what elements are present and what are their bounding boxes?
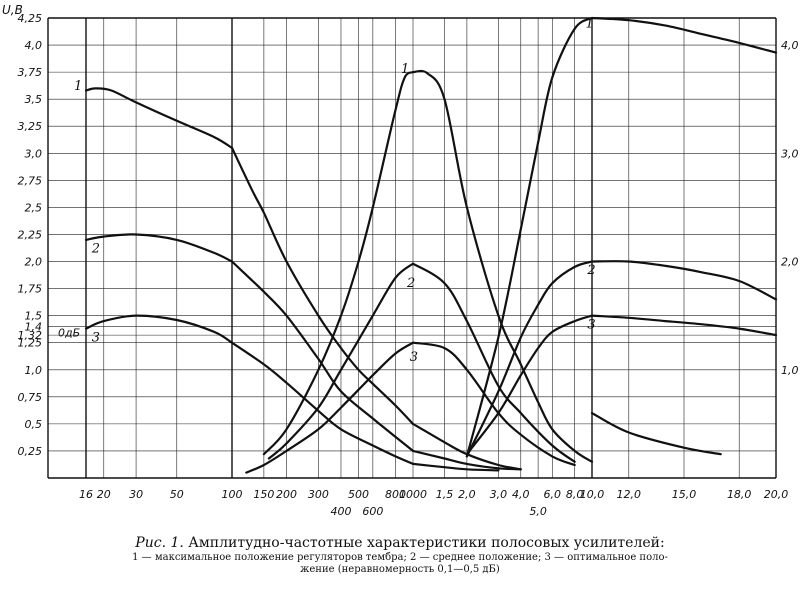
x-tick-label: 20,0	[764, 488, 789, 501]
x-tick-label: 5,0	[529, 505, 547, 518]
y-right-tick-label: 1,0	[781, 364, 799, 377]
figure-caption: Рис. 1. Амплитудно-частотные характерист…	[0, 534, 800, 576]
x-tick-label: 400	[330, 505, 351, 518]
x-tick-label: 20	[97, 488, 111, 501]
y-tick-label: 1,5	[25, 310, 43, 323]
curves	[84, 16, 778, 474]
curve-label-2: 2	[406, 276, 415, 291]
curve-label-2: 2	[586, 263, 595, 278]
caption-note-line1: 1 — максимальное положение регуляторов т…	[132, 552, 668, 563]
series-line-2	[590, 260, 778, 301]
x-tick-label: 1000	[399, 488, 427, 501]
y-tick-label: 2,5	[25, 201, 43, 214]
x-tick-label: 150	[253, 488, 274, 501]
curve-label-1: 1	[401, 62, 409, 77]
x-tick-label: 10,0	[580, 488, 605, 501]
x-tick-label: 12,0	[617, 488, 642, 501]
series-line-1	[84, 87, 234, 149]
curve-label-3: 3	[587, 317, 595, 332]
tick-labels: 4,25 4,0 3,75 3,5 3,25 3,0 2,75 2,5 2,25 2,0 1,75 1…	[2, 3, 799, 518]
series-line-3	[411, 341, 576, 467]
y-tick-label: 1,32	[18, 329, 43, 342]
x-tick-label: 800	[385, 488, 406, 501]
x-tick-label: 300	[308, 488, 329, 501]
series-line-2	[267, 262, 415, 460]
y-right-tick-label: 3,0	[781, 147, 799, 160]
series-line-1	[465, 16, 594, 458]
curve-label-2: 2	[91, 242, 100, 257]
y-tick-label: 0,75	[18, 391, 43, 404]
x-tick-label: 600	[362, 505, 383, 518]
x-tick-label: 6,0	[544, 488, 562, 501]
x-tick-label: 3,0	[490, 488, 508, 501]
x-tick-label: 15,0	[672, 488, 697, 501]
y-tick-label: 1,25	[18, 337, 43, 350]
y-tick-label: 3,0	[25, 147, 43, 160]
series-line-3	[465, 314, 594, 456]
y-tick-label: 0,25	[18, 445, 43, 458]
x-tick-label: 200	[276, 488, 297, 501]
series-line-2	[230, 260, 415, 452]
y-tick-label: 2,25	[18, 228, 43, 241]
caption-title-line: Рис. 1. Амплитудно-частотные характерист…	[0, 534, 800, 552]
x-tick-label: 1,5	[436, 488, 454, 501]
x-tick-label: 4,0	[512, 488, 530, 501]
curve-label-1: 1	[586, 16, 594, 31]
y-tick-label: 3,5	[25, 93, 43, 106]
series-line-3	[411, 462, 500, 472]
y-right-tick-label: 4,0	[781, 39, 799, 52]
y-tick-label: 4,25	[18, 12, 43, 25]
db-marker-label: 0дБ	[58, 326, 80, 339]
y-tick-label: 3,25	[18, 120, 43, 133]
x-tick-label: 100	[222, 488, 243, 501]
series-line-1	[411, 69, 594, 463]
series-line-1	[262, 71, 415, 456]
y-tick-label: 4,0	[25, 39, 43, 52]
y-tick-label: 1,0	[25, 364, 43, 377]
series-line-3	[84, 314, 234, 344]
grid	[47, 17, 777, 479]
series-line-2	[411, 262, 576, 463]
x-tick-label: 16	[79, 488, 93, 501]
x-tick-label: 500	[348, 488, 369, 501]
y-tick-label: 0,5	[25, 418, 43, 431]
series-line-3	[230, 341, 415, 465]
frequency-response-chart: 4,25 4,0 3,75 3,5 3,25 3,0 2,75 2,5 2,25 2,0 1,75 1…	[2, 3, 799, 518]
series-line-2	[465, 260, 594, 458]
caption-title: Амплитудно-частотные характеристики поло…	[188, 535, 665, 551]
x-tick-label: 2,0	[458, 488, 476, 501]
x-tick-label: 18,0	[727, 488, 752, 501]
y-tick-label: 2,0	[25, 256, 43, 269]
y-tick-label-special: 1,4	[25, 320, 43, 333]
caption-note-line2: жение (неравномерность 0,1—0,5 дБ)	[300, 564, 500, 575]
x-tick-label: 8,0	[566, 488, 584, 501]
curve-label-1: 1	[74, 79, 82, 94]
series-line-3	[590, 314, 778, 337]
x-tick-label: 30	[129, 488, 143, 501]
curve-label-3: 3	[410, 350, 418, 365]
curve-labels: 1 2 3 1 2 3 1 2 3	[74, 16, 596, 364]
y-axis-title: U,B	[2, 3, 23, 17]
series-line-2	[411, 449, 522, 471]
y-tick-label: 1,75	[18, 283, 43, 296]
curve-label-3: 3	[92, 330, 100, 345]
y-tick-label: 2,75	[18, 174, 43, 187]
caption-prefix: Рис. 1.	[135, 535, 184, 551]
series-line-1	[590, 16, 778, 54]
series-line-1	[590, 412, 722, 456]
series-line-2	[84, 233, 234, 263]
y-tick-label: 3,75	[18, 66, 43, 79]
y-right-tick-label: 2,0	[781, 256, 799, 269]
x-tick-label: 50	[170, 488, 184, 501]
series-line-3	[245, 341, 415, 474]
series-line-1	[230, 146, 415, 425]
